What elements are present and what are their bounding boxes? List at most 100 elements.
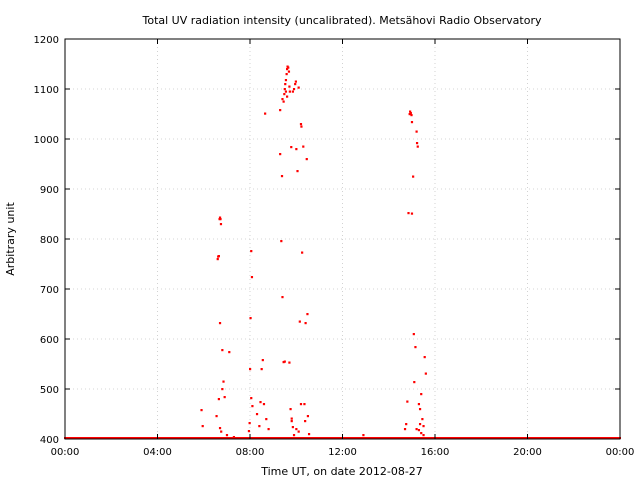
baseline-point [302, 437, 305, 439]
baseline-point [75, 437, 78, 439]
baseline-point [186, 437, 189, 439]
baseline-point [344, 437, 347, 439]
baseline-point [144, 437, 147, 439]
baseline-point [406, 437, 409, 439]
baseline-point [125, 437, 128, 439]
data-point [297, 430, 300, 433]
baseline-point [578, 437, 581, 439]
baseline-point [238, 437, 241, 439]
data-point [410, 212, 414, 215]
baseline-point [141, 437, 144, 439]
baseline-point [297, 437, 300, 439]
data-point [261, 359, 264, 362]
baseline-point [294, 437, 297, 439]
baseline-point [94, 437, 97, 439]
baseline-point [391, 437, 394, 439]
baseline-point [183, 437, 186, 439]
data-point [304, 420, 307, 423]
baseline-point [218, 437, 221, 439]
baseline-point [541, 437, 544, 439]
baseline-point [177, 437, 180, 439]
baseline-point [557, 437, 560, 439]
data-point [415, 130, 418, 133]
baseline-point [241, 437, 244, 439]
baseline-point [544, 437, 547, 439]
baseline-point [216, 437, 219, 439]
baseline-point [595, 437, 598, 439]
baseline-point [369, 437, 372, 439]
baseline-point [88, 437, 91, 439]
baseline-point [365, 437, 368, 439]
data-point [410, 114, 413, 117]
baseline-point [161, 437, 164, 439]
baseline-point [530, 437, 533, 439]
baseline-point [269, 437, 272, 439]
data-point [409, 112, 412, 115]
baseline-point [259, 437, 262, 439]
baseline-point [385, 437, 388, 439]
baseline-point [263, 437, 266, 439]
baseline-point [575, 437, 578, 439]
baseline-point [204, 437, 207, 439]
baseline-point [206, 437, 209, 439]
data-point [283, 88, 286, 91]
baseline-point [506, 437, 509, 439]
data-point [248, 422, 251, 425]
y-tick-label: 400 [40, 435, 59, 446]
baseline-point [535, 437, 538, 439]
baseline-point [598, 437, 601, 439]
baseline-point [251, 437, 254, 439]
baseline-point [478, 437, 481, 439]
baseline-point [534, 437, 537, 439]
baseline-point [415, 437, 418, 439]
baseline-point [552, 437, 555, 439]
baseline-point [569, 437, 572, 439]
baseline-point [491, 437, 494, 439]
baseline-point [130, 437, 133, 439]
baseline-point [466, 437, 469, 439]
data-point [283, 360, 286, 363]
baseline-point [123, 437, 126, 439]
baseline-point [255, 437, 258, 439]
data-point [307, 433, 311, 436]
baseline-point [326, 437, 329, 439]
baseline-points [64, 437, 621, 439]
baseline-point [323, 437, 326, 439]
baseline-point [403, 437, 406, 439]
baseline-point [509, 437, 512, 439]
baseline-point [131, 437, 134, 439]
baseline-point [84, 437, 87, 439]
baseline-point [242, 437, 245, 439]
baseline-point [480, 437, 483, 439]
baseline-point [273, 437, 276, 439]
x-axis-label: Time UT, on date 2012-08-27 [260, 465, 423, 478]
baseline-point [287, 437, 290, 439]
data-point [288, 85, 291, 88]
baseline-point [70, 437, 73, 439]
baseline-point [342, 437, 345, 439]
data-point [362, 434, 365, 437]
baseline-point [198, 437, 201, 439]
baseline-point [262, 437, 265, 439]
baseline-point [147, 437, 150, 439]
baseline-point [499, 437, 502, 439]
data-point [420, 432, 423, 435]
baseline-point [120, 437, 123, 439]
baseline-point [460, 437, 463, 439]
baseline-point [416, 437, 419, 439]
baseline-point [104, 437, 107, 439]
baseline-point [276, 437, 279, 439]
baseline-point [166, 437, 169, 439]
baseline-point [258, 437, 261, 439]
y-tick-label: 800 [40, 235, 59, 246]
baseline-point [453, 437, 456, 439]
baseline-point [138, 437, 141, 439]
baseline-point [90, 437, 93, 439]
data-point [408, 113, 411, 116]
baseline-point [308, 437, 311, 439]
baseline-point [367, 437, 370, 439]
baseline-point [283, 437, 286, 439]
baseline-point [320, 437, 323, 439]
baseline-point [83, 437, 86, 439]
baseline-point [176, 437, 179, 439]
